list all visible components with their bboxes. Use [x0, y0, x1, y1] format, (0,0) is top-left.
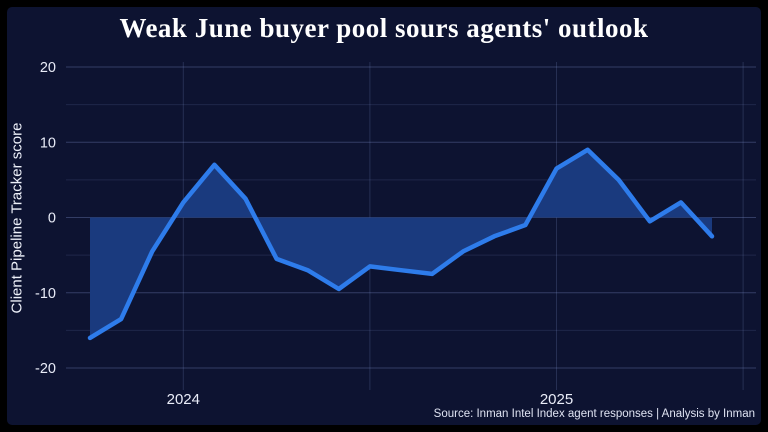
y-tick-label: 0 [48, 211, 56, 227]
source-attribution: Source: Inman Intel Index agent response… [433, 408, 755, 420]
area-fill [90, 149, 712, 338]
chart-title: Weak June buyer pool sours agents' outlo… [119, 13, 649, 43]
x-tick-label: 2025 [540, 391, 573, 408]
trend-line [87, 147, 715, 341]
y-tick-label: 20 [40, 60, 56, 76]
y-tick-label: -20 [35, 361, 56, 377]
y-tick-label: -10 [35, 286, 56, 302]
y-axis-title: Client Pipeline Tracker score [8, 122, 26, 314]
y-tick-label: 10 [40, 135, 56, 151]
x-tick-label: 2024 [167, 391, 200, 408]
